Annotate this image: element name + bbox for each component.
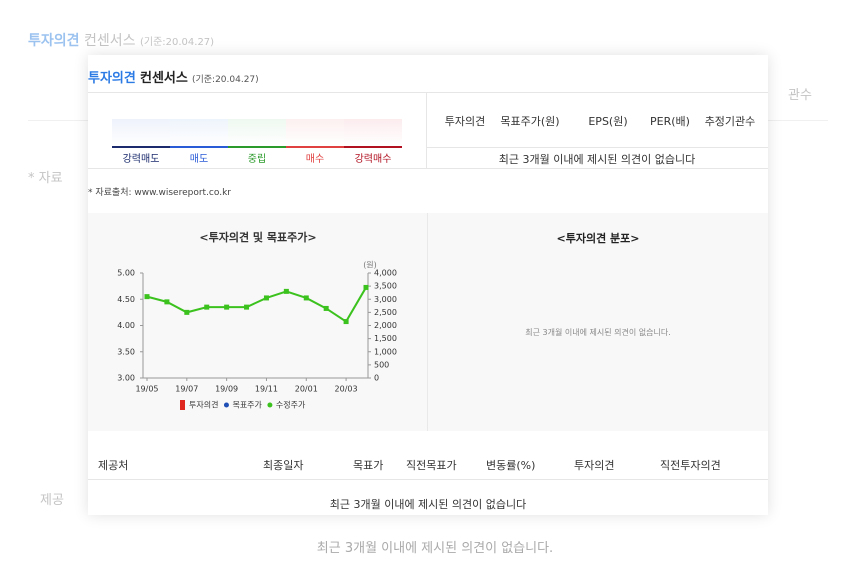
point (323, 305, 329, 311)
y2-tick-label: 3,500 (374, 282, 397, 291)
rule (426, 147, 768, 148)
scale-segment (344, 119, 402, 148)
x-tick-label: 19/11 (255, 385, 278, 394)
bg-title: 투자의견 컨센서스 (기준:20.04.27) (28, 30, 214, 50)
x-tick-label: 19/05 (135, 385, 158, 394)
y2-tick-label: 2,000 (374, 321, 397, 330)
column-header: 투자의견 (574, 459, 615, 472)
column-header: 투자의견 (444, 115, 486, 128)
column-header: 목표가 (353, 459, 384, 472)
bg-date: (기준:20.04.27) (139, 37, 215, 48)
distribution-empty: 최근 3개월 이내에 제시된 의견이 없습니다. (525, 328, 671, 337)
source: * 자료출처: www.wisereport.co.kr (88, 188, 231, 198)
column-header: 직전목표가 (406, 459, 457, 472)
point (263, 295, 269, 301)
summary-empty: 최근 3개월 이내에 제시된 의견이 없습니다 (498, 153, 696, 166)
popup-title-highlight: 투자의견 (88, 71, 136, 86)
scale-label: 강력매수 (354, 154, 392, 165)
y-tick-label: 3.00 (117, 374, 135, 383)
scale-label: 중립 (247, 154, 267, 165)
scale-segment (228, 119, 286, 148)
y-tick-label: 3.50 (117, 347, 135, 356)
legend-marker (180, 400, 185, 410)
scale-label: 매도 (189, 154, 209, 165)
y2-tick-label: 0 (374, 374, 379, 383)
y2-tick-label: 1,000 (374, 347, 397, 356)
bg-title-text: 컨센서스 (83, 33, 136, 49)
distribution-title: <투자의견 분포> (556, 232, 640, 245)
point (184, 309, 190, 315)
y2-tick-label: 4,000 (374, 269, 397, 278)
rule (88, 479, 768, 480)
chart: <투자의견 및 목표주가> (원) 3.00 3.50 4.00 4.50 5.00 0 5… (117, 230, 397, 410)
point (204, 304, 210, 310)
point (164, 299, 170, 305)
y2-tick-label: 500 (374, 360, 389, 369)
point (363, 284, 369, 290)
scale-segment (286, 119, 344, 148)
popup-title-text: 컨센서스 (139, 71, 188, 86)
legend-label: 목표주가 (232, 401, 262, 410)
column-header: 추정기관수 (704, 115, 756, 128)
series-line (146, 286, 367, 323)
y-tick-label: 4.00 (117, 321, 135, 330)
scale-segment (112, 119, 170, 148)
point (303, 295, 309, 301)
point (224, 304, 230, 310)
chart-title: <투자의견 및 목표주가> (199, 230, 316, 244)
popup-date: (기준:20.04.27) (191, 75, 259, 85)
column-header: PER(배) (650, 115, 690, 128)
scale-label: 매수 (305, 154, 325, 165)
point (283, 288, 289, 294)
column-header: 변동률(%) (486, 459, 536, 472)
column-header: 최종일자 (263, 459, 304, 472)
bg-fragment: * 자료 (28, 171, 63, 186)
y2-tick-label: 2,500 (374, 308, 397, 317)
y2-axis-label: (원) (363, 261, 377, 270)
bg-fragment: 제공 (40, 493, 64, 508)
y2-tick-label: 3,000 (374, 295, 397, 304)
bg-title-highlight: 투자의견 (28, 33, 80, 49)
column-header: 목표주가(원) (500, 115, 560, 128)
y-tick-label: 5.00 (117, 269, 135, 278)
legend-marker (223, 402, 229, 408)
column-header: 직전투자의견 (660, 459, 721, 472)
bg-empty-message: 최근 3개월 이내에 제시된 의견이 없습니다. (316, 541, 554, 556)
scale-segment (170, 119, 228, 148)
divider (426, 92, 427, 168)
rule (88, 92, 768, 93)
legend-label: 수정주가 (276, 400, 306, 410)
popup: 투자의견 컨센서스 (기준:20.04.27) 강력매도 매도 중립 매수 강력매수 투… (88, 55, 768, 515)
legend-marker (267, 402, 273, 408)
point (144, 294, 150, 300)
chart-panel (88, 213, 768, 431)
column-header: 제공처 (98, 459, 129, 472)
column-header: EPS(원) (588, 115, 628, 128)
legend-label: 투자의견 (189, 400, 218, 410)
x-tick-label: 20/01 (295, 385, 318, 394)
scale-label: 강력매도 (122, 154, 160, 165)
point (244, 304, 250, 310)
y2-tick-label: 1,500 (374, 334, 397, 343)
rule (88, 168, 768, 169)
point (343, 319, 349, 325)
divider (427, 213, 428, 431)
popup-title: 투자의견 컨센서스 (기준:20.04.27) (88, 67, 259, 86)
x-tick-label: 19/09 (215, 385, 238, 394)
x-tick-label: 19/07 (175, 385, 198, 394)
y-tick-label: 4.50 (117, 295, 135, 304)
detail-empty: 최근 3개월 이내에 제시된 의견이 없습니다 (329, 498, 527, 511)
bg-fragment: 관수 (788, 88, 812, 103)
x-tick-label: 20/03 (335, 385, 358, 394)
